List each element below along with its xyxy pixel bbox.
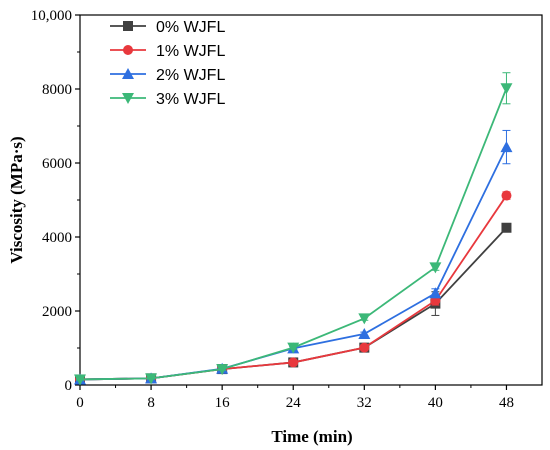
legend-marker — [123, 21, 133, 31]
data-point — [145, 373, 158, 385]
y-tick-label: 8000 — [42, 82, 72, 98]
data-point — [429, 287, 442, 299]
series-1 — [75, 190, 512, 385]
x-tick-label: 48 — [499, 395, 514, 411]
y-tick-label: 2000 — [42, 304, 72, 320]
data-point — [359, 342, 370, 353]
y-tick-label: 0 — [65, 378, 73, 394]
series-3 — [74, 72, 513, 386]
y-tick-label: 4000 — [42, 230, 72, 246]
y-axis: 0 2000 4000 6000 8000 10,000 — [31, 8, 80, 394]
legend-label: 0% WJFL — [156, 19, 225, 36]
data-point — [501, 222, 512, 233]
x-axis-title: Time (min) — [271, 427, 352, 446]
x-axis: 0 8 16 24 32 40 48 — [76, 385, 514, 411]
data-point — [358, 327, 371, 339]
legend-marker — [122, 93, 134, 104]
legend-label: 2% WJFL — [156, 67, 225, 84]
data-point — [288, 357, 299, 368]
x-tick-label: 40 — [428, 395, 443, 411]
x-tick-label: 16 — [215, 395, 231, 411]
legend-marker — [123, 45, 133, 55]
x-tick-label: 8 — [147, 395, 155, 411]
series-line — [79, 87, 508, 381]
legend-label: 1% WJFL — [156, 43, 225, 60]
legend-marker — [122, 68, 134, 79]
data-point — [429, 262, 442, 274]
data-point — [500, 141, 513, 153]
x-tick-label: 0 — [76, 395, 84, 411]
plot-frame — [79, 14, 543, 386]
data-point — [287, 342, 300, 354]
data-point — [216, 364, 229, 376]
legend-label: 3% WJFL — [156, 91, 225, 108]
data-point — [500, 83, 513, 95]
plot-border — [79, 14, 543, 386]
x-tick-label: 24 — [286, 395, 302, 411]
y-tick-label: 6000 — [42, 156, 72, 172]
legend: 0% WJFL 1% WJFL 2% WJFL 3% WJFL — [110, 19, 225, 108]
x-tick-label: 32 — [357, 395, 372, 411]
data-point — [358, 313, 371, 325]
data-point — [74, 374, 86, 386]
y-tick-label: 10,000 — [31, 8, 72, 24]
y-axis-title: Viscosity (MPa·s) — [7, 136, 26, 263]
series-layer — [74, 72, 513, 386]
data-point — [501, 190, 512, 201]
